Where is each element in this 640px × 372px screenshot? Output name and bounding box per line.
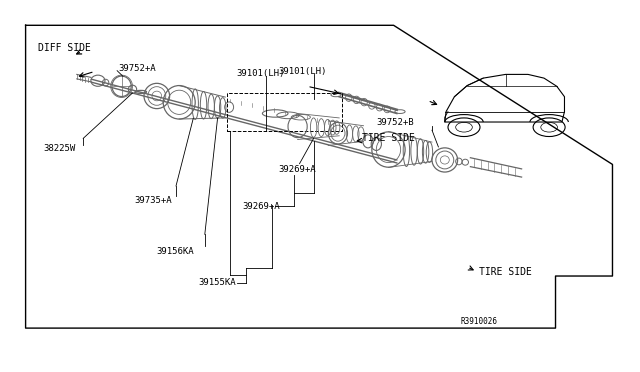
Text: 39156KA: 39156KA (157, 247, 195, 256)
Text: 39101(LH): 39101(LH) (278, 67, 327, 76)
Text: 39101(LH): 39101(LH) (237, 69, 285, 78)
Text: 39735+A: 39735+A (134, 196, 172, 205)
Text: DIFF SIDE: DIFF SIDE (38, 44, 92, 53)
Text: 39752+A: 39752+A (118, 64, 156, 73)
Text: 39155KA: 39155KA (198, 278, 236, 287)
Text: 39269+A: 39269+A (242, 202, 280, 211)
Text: 38225W: 38225W (44, 144, 76, 153)
Text: 39269+A: 39269+A (278, 165, 316, 174)
Text: R3910026: R3910026 (461, 317, 498, 326)
Text: TIRE SIDE: TIRE SIDE (362, 134, 415, 143)
Text: 39752+B: 39752+B (376, 118, 414, 126)
Text: TIRE SIDE: TIRE SIDE (479, 267, 532, 276)
